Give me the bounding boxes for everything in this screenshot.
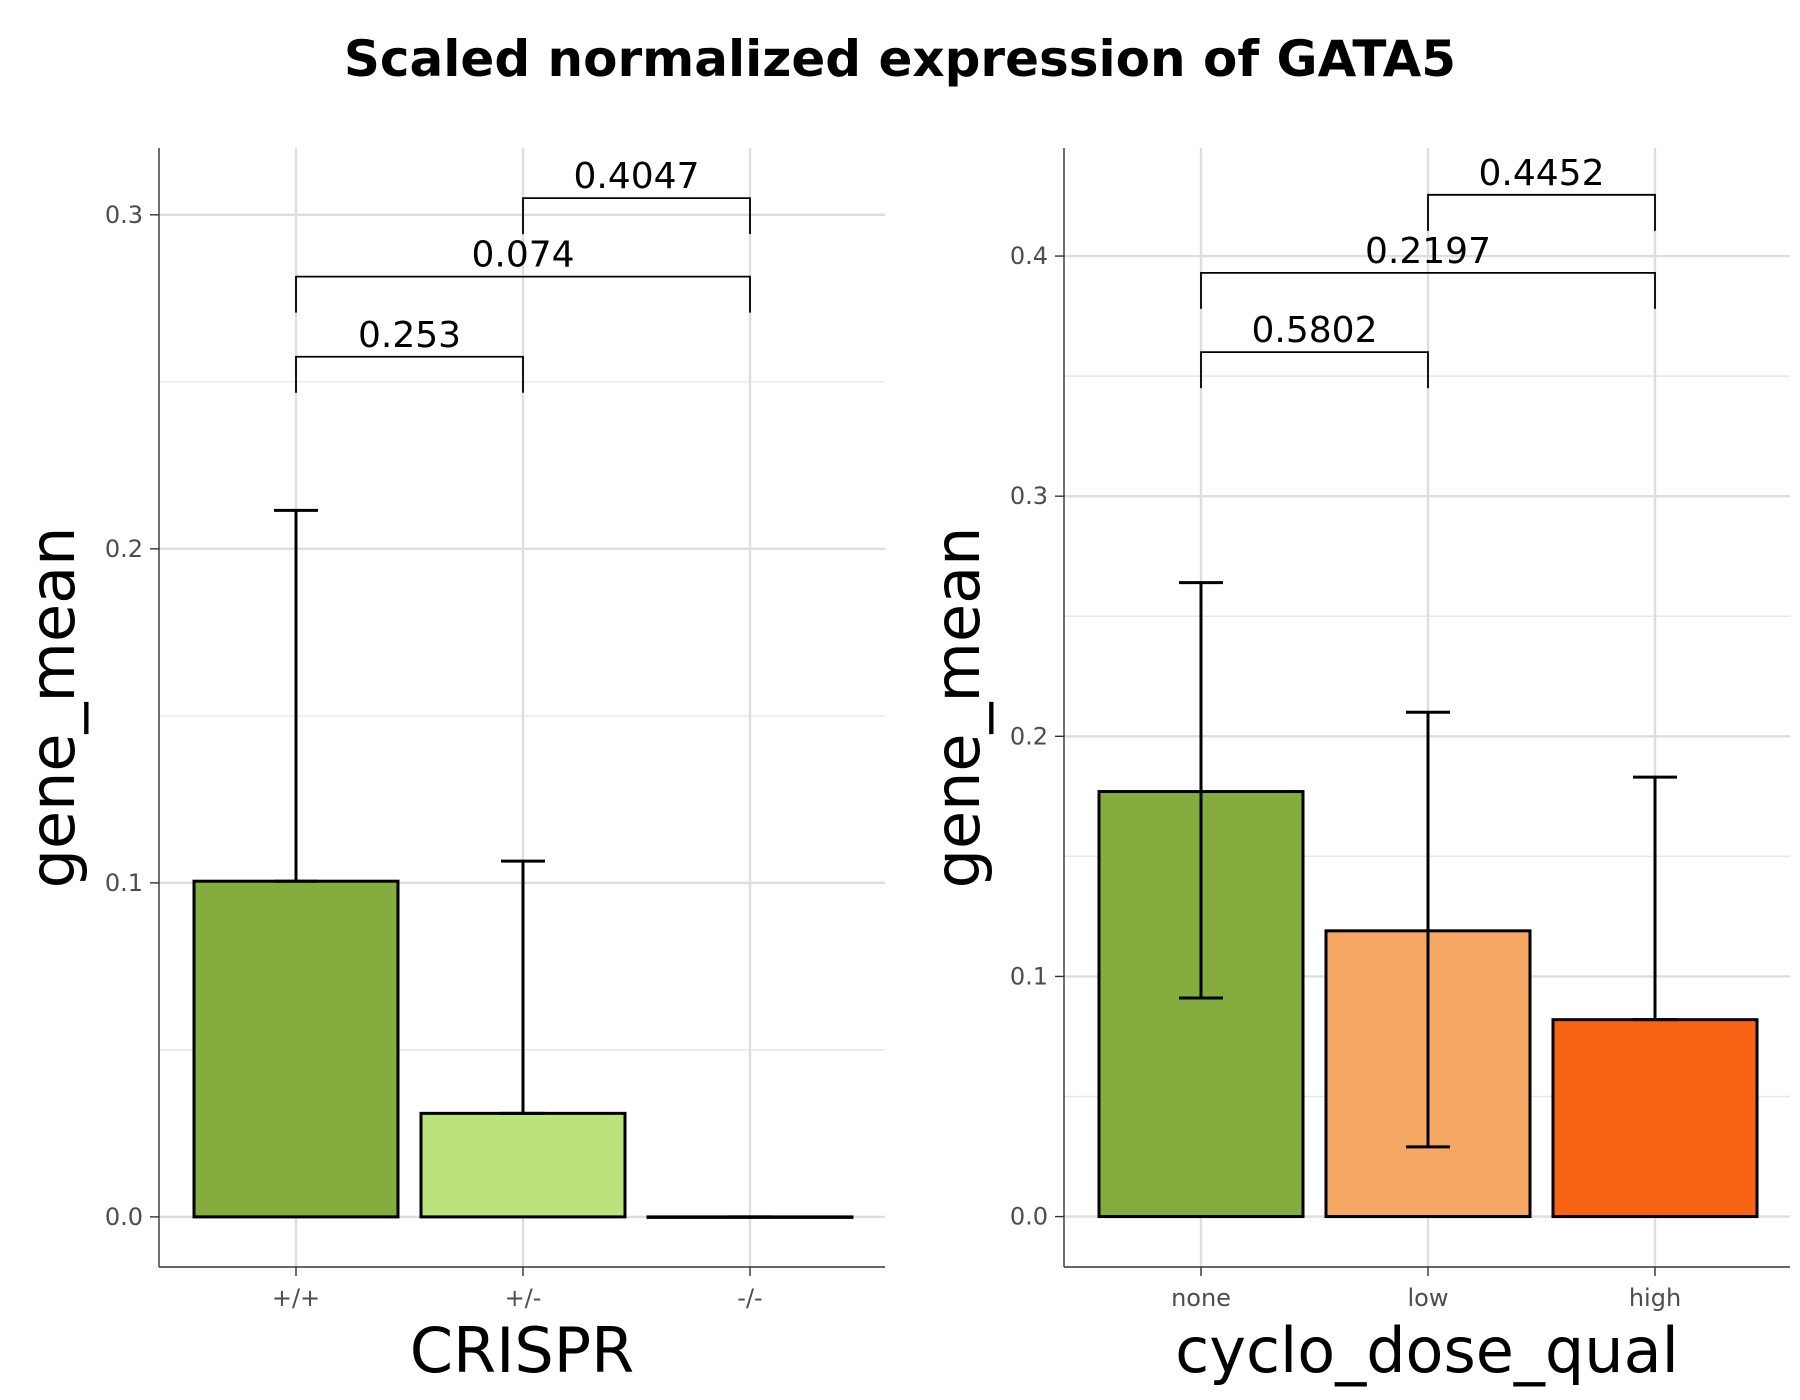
x-tick-label: +/+ <box>272 1284 320 1312</box>
p-value-label: 0.253 <box>358 315 461 356</box>
p-value-label: 0.4452 <box>1479 153 1605 194</box>
significance-bracket <box>522 197 751 235</box>
significance-bracket <box>1200 351 1429 389</box>
p-value-label: 0.4047 <box>574 156 700 197</box>
x-axis-title: CRISPR <box>410 1314 634 1387</box>
x-tick-label: high <box>1629 1284 1681 1312</box>
y-axis-title: gene_mean <box>921 527 994 889</box>
p-value-label: 0.074 <box>471 235 574 276</box>
y-tick-label: 0.4 <box>1010 242 1048 270</box>
x-axis-title: cyclo_dose_qual <box>1175 1314 1679 1387</box>
y-tick-label: 0.0 <box>105 1203 143 1231</box>
significance-bracket <box>1200 271 1656 309</box>
bar-+/+ <box>192 879 400 1219</box>
y-tick-label: 0.1 <box>1010 962 1048 990</box>
p-value-label: 0.5802 <box>1252 310 1378 351</box>
bar-high <box>1551 1018 1759 1219</box>
bar-+/- <box>419 1111 627 1219</box>
y-tick-label: 0.3 <box>105 201 143 229</box>
p-value-label: 0.2197 <box>1365 231 1491 272</box>
significance-bracket <box>295 275 751 313</box>
significance-bracket <box>1427 193 1656 231</box>
y-tick-label: 0.1 <box>105 869 143 897</box>
figure-title: Scaled normalized expression of GATA5 <box>343 30 1457 88</box>
x-tick-label: low <box>1408 1284 1449 1312</box>
x-tick-label: none <box>1171 1284 1231 1312</box>
y-tick-label: 0.2 <box>105 535 143 563</box>
y-tick-label: 0.0 <box>1010 1203 1048 1231</box>
significance-bracket <box>295 355 524 393</box>
y-tick-label: 0.3 <box>1010 482 1048 510</box>
x-tick-label: -/- <box>737 1284 762 1312</box>
y-tick-label: 0.2 <box>1010 722 1048 750</box>
x-tick-label: +/- <box>505 1284 542 1312</box>
y-axis-title: gene_mean <box>16 527 89 889</box>
chart-panel-cyclo-dose: 0.5802 0.2197 0.4452 0.0 0.1 0.2 0.3 0.4 none low… <box>921 148 1790 1387</box>
